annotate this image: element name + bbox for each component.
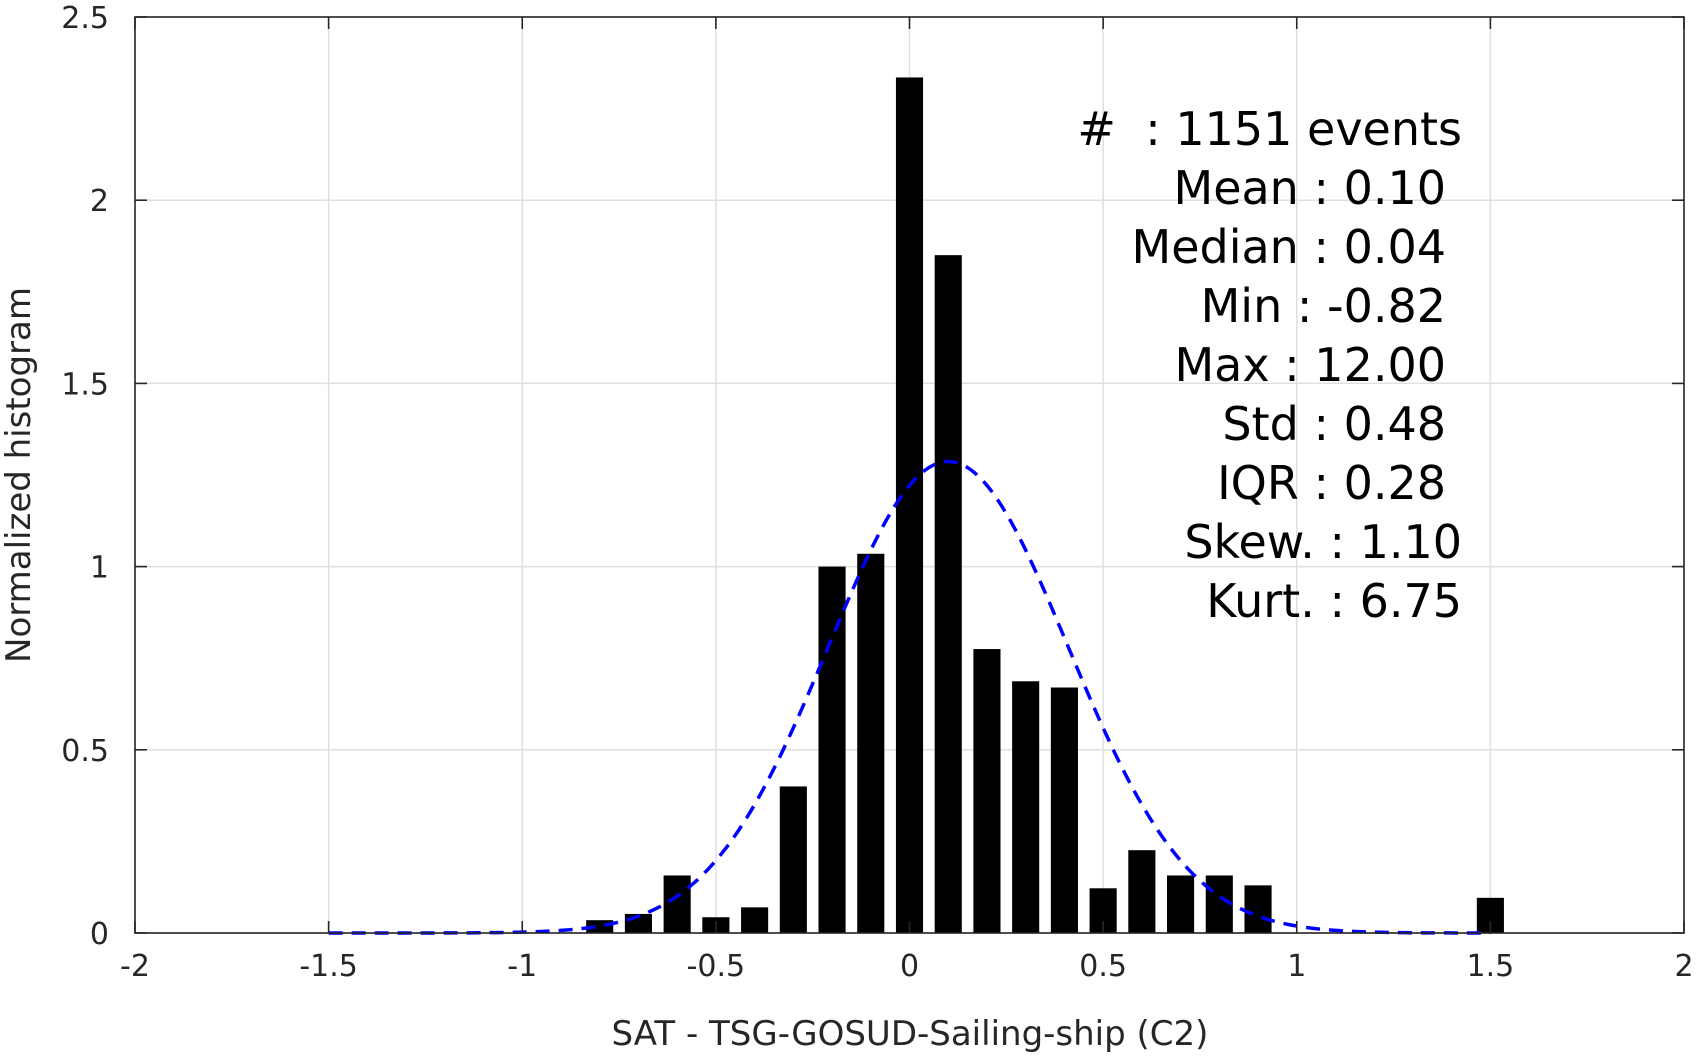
x-tick-label: 1	[1287, 949, 1306, 984]
stats-std: Std : 0.48	[1222, 397, 1446, 451]
stats-min: Min : -0.82	[1201, 279, 1446, 333]
histogram-bar	[857, 553, 885, 933]
y-tick-label: 1	[90, 551, 109, 586]
stats-events: # : 1151 events	[1077, 102, 1462, 156]
histogram-bar	[895, 77, 924, 934]
stats-skew: Skew. : 1.10	[1184, 515, 1462, 569]
stats-max: Max : 12.00	[1174, 338, 1446, 392]
stats-mean: Mean : 0.10	[1174, 161, 1447, 215]
y-tick-label: 2.5	[61, 1, 109, 36]
x-tick-label: 0.5	[1079, 949, 1127, 984]
x-tick-label: 2	[1674, 949, 1693, 984]
y-tick-label: 1.5	[61, 367, 109, 402]
y-tick-label: 0	[90, 917, 109, 952]
stats-iqr: IQR : 0.28	[1217, 456, 1446, 510]
histogram-bar	[973, 649, 1001, 933]
x-tick-label: -1	[507, 949, 537, 984]
x-tick-label: 1.5	[1467, 949, 1515, 984]
axes-frame	[134, 16, 1685, 934]
y-tick-labels: 0 0.5 1 1.5 2 2.5	[61, 1, 109, 952]
histogram-bar	[1205, 875, 1233, 933]
x-axis-title: SAT - TSG-GOSUD-Sailing-ship (C2)	[612, 1014, 1209, 1054]
x-tick-label: -0.5	[687, 949, 746, 984]
x-tick-labels: -2 -1.5 -1 -0.5 0 0.5 1 1.5 2	[120, 949, 1694, 984]
histogram-bar	[779, 786, 807, 933]
stats-kurt: Kurt. : 6.75	[1206, 574, 1462, 628]
x-tick-label: -2	[120, 949, 150, 984]
histogram-bar	[1167, 875, 1195, 933]
stats-annotation: # : 1151 events Mean : 0.10 Median : 0.0…	[1077, 102, 1462, 628]
y-axis-title: Normalized histogram	[0, 287, 39, 663]
histogram-bar	[1128, 850, 1156, 933]
x-tick-label: 0	[900, 949, 919, 984]
histogram-bars	[586, 77, 1504, 934]
histogram-bar	[1244, 885, 1272, 933]
histogram-bar	[818, 566, 846, 933]
histogram-bar	[741, 907, 769, 933]
x-tick-label: -1.5	[299, 949, 358, 984]
y-tick-label: 0.5	[61, 734, 109, 769]
y-tick-label: 2	[90, 184, 109, 219]
histogram-bar	[663, 875, 691, 933]
histogram-bar	[934, 255, 962, 933]
histogram-bar	[1050, 687, 1078, 933]
histogram-bar	[1012, 681, 1040, 933]
stats-median: Median : 0.04	[1132, 220, 1446, 274]
